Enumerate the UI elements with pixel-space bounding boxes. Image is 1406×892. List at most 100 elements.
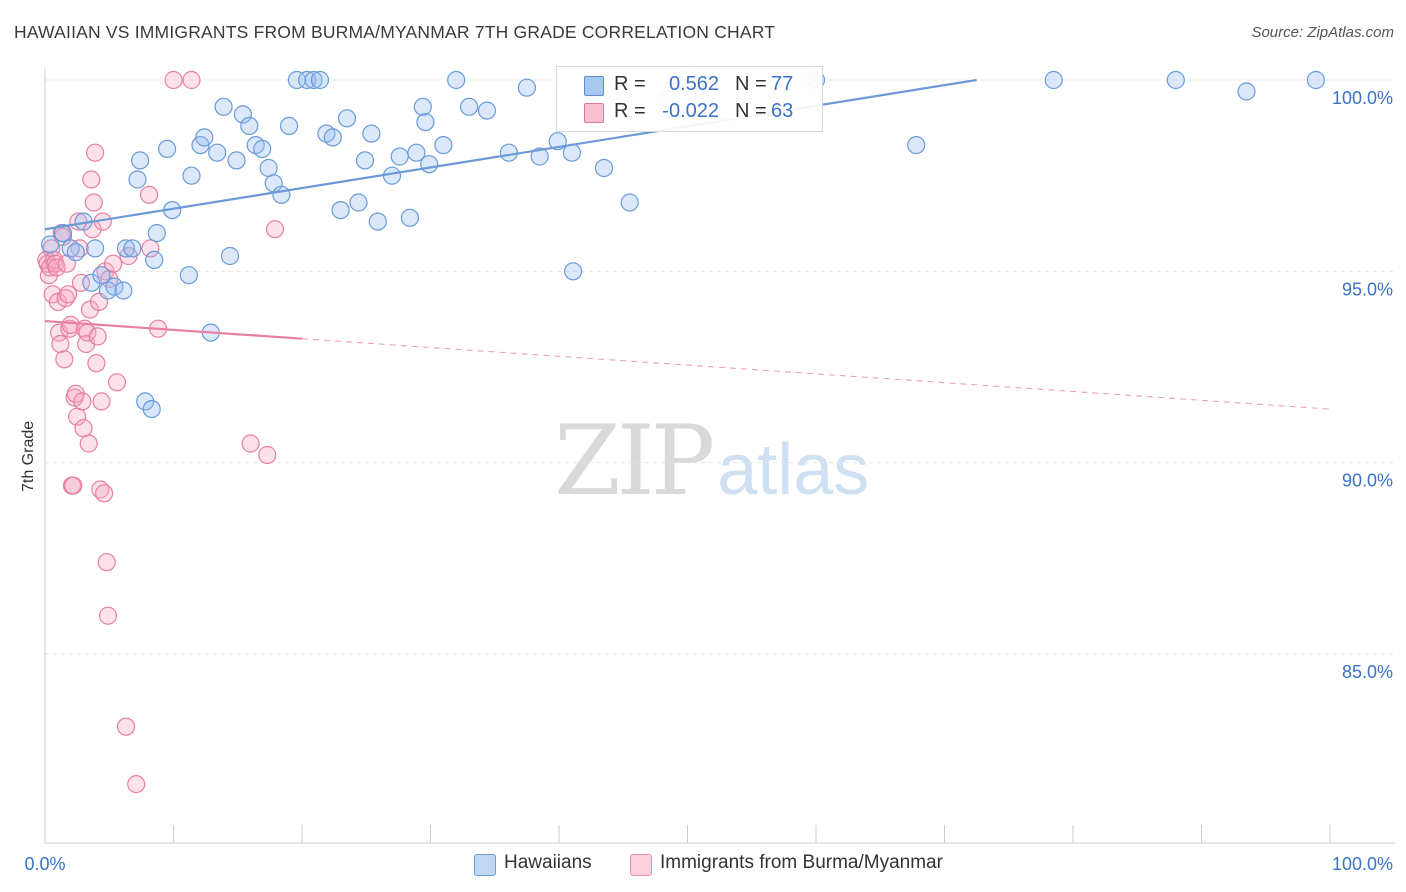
hawaiians-point (337, 109, 357, 128)
hawaiians-point (227, 151, 246, 170)
burma-point (98, 606, 118, 625)
hawaiians-point (123, 239, 142, 258)
hawaiians-point (182, 166, 201, 185)
n-value: 63 (771, 100, 794, 122)
hawaiians-point (92, 266, 111, 285)
watermark: ZIPatlas (554, 405, 869, 517)
burma-point (55, 350, 74, 369)
burma-trend-line-extension (301, 338, 1331, 410)
burma-point (241, 434, 260, 453)
r-label: R = (614, 73, 646, 95)
hawaiians-point (331, 201, 350, 220)
x-tick-label: 0.0% (24, 854, 65, 874)
burma-point (85, 143, 105, 162)
hawaiians-point (220, 246, 240, 266)
hawaiians-point (53, 224, 73, 243)
burma-point (87, 354, 106, 373)
burma-point (182, 70, 201, 90)
burma-point (79, 434, 98, 453)
hawaiians-point (907, 136, 926, 155)
hawaiians-point (259, 158, 278, 178)
legend-row-hawaiians: R = 0.562 N = 77 (557, 73, 822, 99)
legend-row-burma: R = -0.022 N = 63 (557, 100, 822, 126)
chart-title: HAWAIIAN VS IMMIGRANTS FROM BURMA/MYANMA… (14, 22, 776, 42)
hawaiians-point (128, 170, 147, 189)
n-label: N = (735, 73, 767, 95)
y-tick-label: 100.0% (1332, 88, 1393, 108)
hawaiians-point (460, 97, 479, 116)
hawaiians-point (447, 70, 466, 90)
x-tick-label: 100.0% (1332, 854, 1393, 874)
hawaiians-point (304, 70, 323, 90)
burma-point (73, 392, 92, 411)
burma-point (64, 476, 83, 495)
legend-label-burma: Immigrants from Burma/Myanmar (660, 852, 943, 873)
burma-trend-line (44, 319, 303, 340)
hawaiians-point (298, 70, 317, 90)
r-value: 0.562 (668, 73, 719, 95)
burma-point (71, 273, 91, 292)
hawaiians-point (434, 136, 453, 155)
hawaiians-point (563, 262, 583, 281)
burma-point (74, 419, 93, 438)
burma-point (47, 258, 66, 277)
burma-point (265, 220, 285, 239)
burma-point (141, 239, 160, 258)
hawaiians-trend-line (44, 78, 977, 231)
hawaiians-point (390, 147, 409, 166)
hawaiians-point (362, 124, 381, 143)
hawaiians-point (114, 281, 133, 300)
y-tick-label: 85.0% (1342, 662, 1393, 682)
r-label: R = (614, 100, 646, 122)
hawaiians-point (594, 158, 614, 178)
hawaiians-point (214, 97, 233, 116)
legend-swatch-hawaiians (474, 854, 496, 876)
legend-label-hawaiians: Hawaiians (504, 852, 592, 873)
hawaiians-point (147, 224, 166, 243)
hawaiians-point (420, 155, 439, 174)
source-label: Source: ZipAtlas.com (1251, 24, 1394, 41)
y-tick-label: 95.0% (1342, 279, 1393, 299)
hawaiians-point (233, 105, 252, 124)
hawaiians-point (400, 208, 419, 227)
legend-swatch-burma (630, 854, 652, 876)
hawaiians-point (517, 78, 537, 97)
hawaiians-point (349, 193, 368, 212)
hawaiians-point (1044, 70, 1063, 90)
hawaiians-point (323, 128, 342, 147)
hawaiians-point (1166, 70, 1185, 90)
burma-point (116, 717, 136, 736)
burma-point (66, 384, 85, 403)
hawaiians-point (105, 277, 124, 296)
hawaiians-point (1237, 82, 1256, 101)
hawaiians-point (208, 143, 227, 162)
watermark-zip: ZIP (554, 405, 715, 517)
hawaiians-point (66, 243, 85, 262)
burma-point (88, 327, 107, 346)
hawaiians-point (477, 101, 497, 120)
r-value: -0.022 (662, 100, 719, 122)
burma-point (84, 193, 103, 212)
hawaiians-point (240, 116, 259, 136)
legend-swatch-burma (584, 103, 604, 123)
hawaiians-point (620, 193, 639, 212)
hawaiians-point (1306, 70, 1326, 90)
hawaiians-point (158, 139, 177, 158)
hawaiians-point (368, 212, 387, 231)
watermark-atlas: atlas (717, 430, 870, 510)
hawaiians-point (145, 250, 164, 269)
hawaiians-point (40, 235, 60, 254)
hawaiians-point (272, 185, 291, 204)
hawaiians-point (85, 239, 105, 258)
hawaiians-point (355, 151, 375, 170)
hawaiians-point (179, 266, 198, 285)
burma-point (94, 484, 114, 503)
y-tick-label: 90.0% (1342, 471, 1393, 491)
hawaiians-point (142, 400, 161, 419)
hawaiians-point (407, 143, 426, 162)
burma-point (92, 392, 111, 411)
hawaiians-point (280, 116, 299, 136)
burma-point (140, 185, 159, 204)
hawaiians-point (253, 139, 272, 158)
